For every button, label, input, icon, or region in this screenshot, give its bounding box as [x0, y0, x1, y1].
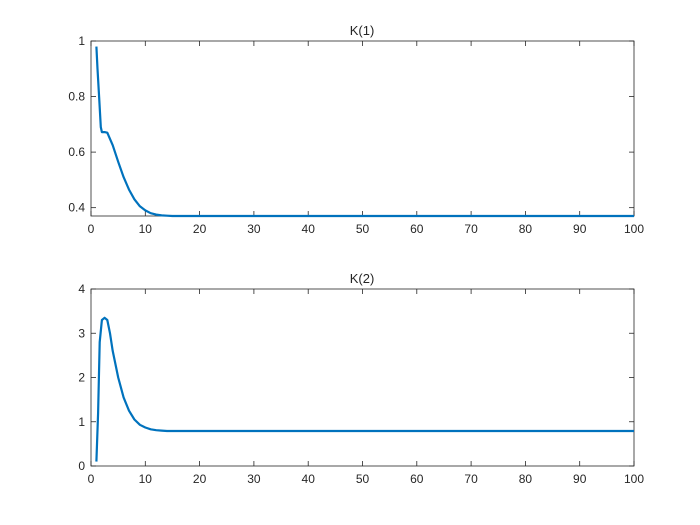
y-tick-label: 1: [78, 415, 85, 429]
y-tick-label: 0.6: [68, 145, 85, 159]
x-tick-label: 70: [464, 222, 478, 236]
x-tick-label: 10: [139, 472, 153, 486]
x-tick-label: 70: [464, 472, 478, 486]
y-tick-label: 2: [78, 371, 85, 385]
y-tick-label: 0: [78, 459, 85, 473]
y-ticks-k2: 0 1 2 3 4: [78, 282, 634, 473]
x-tick-label: 50: [356, 222, 370, 236]
x-tick-label: 60: [410, 222, 424, 236]
y-ticks-k1: 0.4 0.6 0.8 1: [68, 34, 634, 215]
x-ticks-k1: 0 10 20 30 40 50 60 70 80 90 100: [88, 41, 644, 236]
x-tick-label: 30: [247, 222, 261, 236]
x-tick-label: 30: [247, 472, 261, 486]
x-tick-label: 10: [139, 222, 153, 236]
x-tick-label: 80: [519, 222, 533, 236]
x-tick-label: 50: [356, 472, 370, 486]
x-tick-label: 40: [302, 222, 316, 236]
subplot-title-k1: K(1): [350, 23, 375, 38]
y-tick-label: 4: [78, 282, 85, 296]
x-tick-label: 80: [519, 472, 533, 486]
x-tick-label: 100: [624, 472, 644, 486]
y-tick-label: 1: [78, 34, 85, 48]
y-tick-label: 0.8: [68, 90, 85, 104]
x-tick-label: 60: [410, 472, 424, 486]
x-ticks-k2: 0 10 20 30 40 50 60 70 80 90 100: [88, 289, 644, 486]
series-line-k2: [95, 316, 634, 462]
y-tick-label: 3: [78, 326, 85, 340]
x-tick-label: 20: [193, 472, 207, 486]
x-tick-label: 0: [88, 472, 95, 486]
x-tick-label: 40: [302, 472, 316, 486]
x-tick-label: 20: [193, 222, 207, 236]
subplot-k2: K(2) 0 10 20 30 40 50 60 70 80 90 100 0 1 2 3 4: [78, 271, 644, 486]
x-tick-label: 100: [624, 222, 644, 236]
subplot-k1: K(1) 0 10 20 30 40 50 60 70 80 90 100 0.4 0.6 0.8 1: [68, 23, 644, 236]
subplot-title-k2: K(2): [350, 271, 375, 286]
x-tick-label: 0: [88, 222, 95, 236]
series-line-k1: [95, 46, 634, 218]
y-tick-label: 0.4: [68, 201, 85, 215]
x-tick-label: 90: [573, 222, 587, 236]
x-tick-label: 90: [573, 472, 587, 486]
